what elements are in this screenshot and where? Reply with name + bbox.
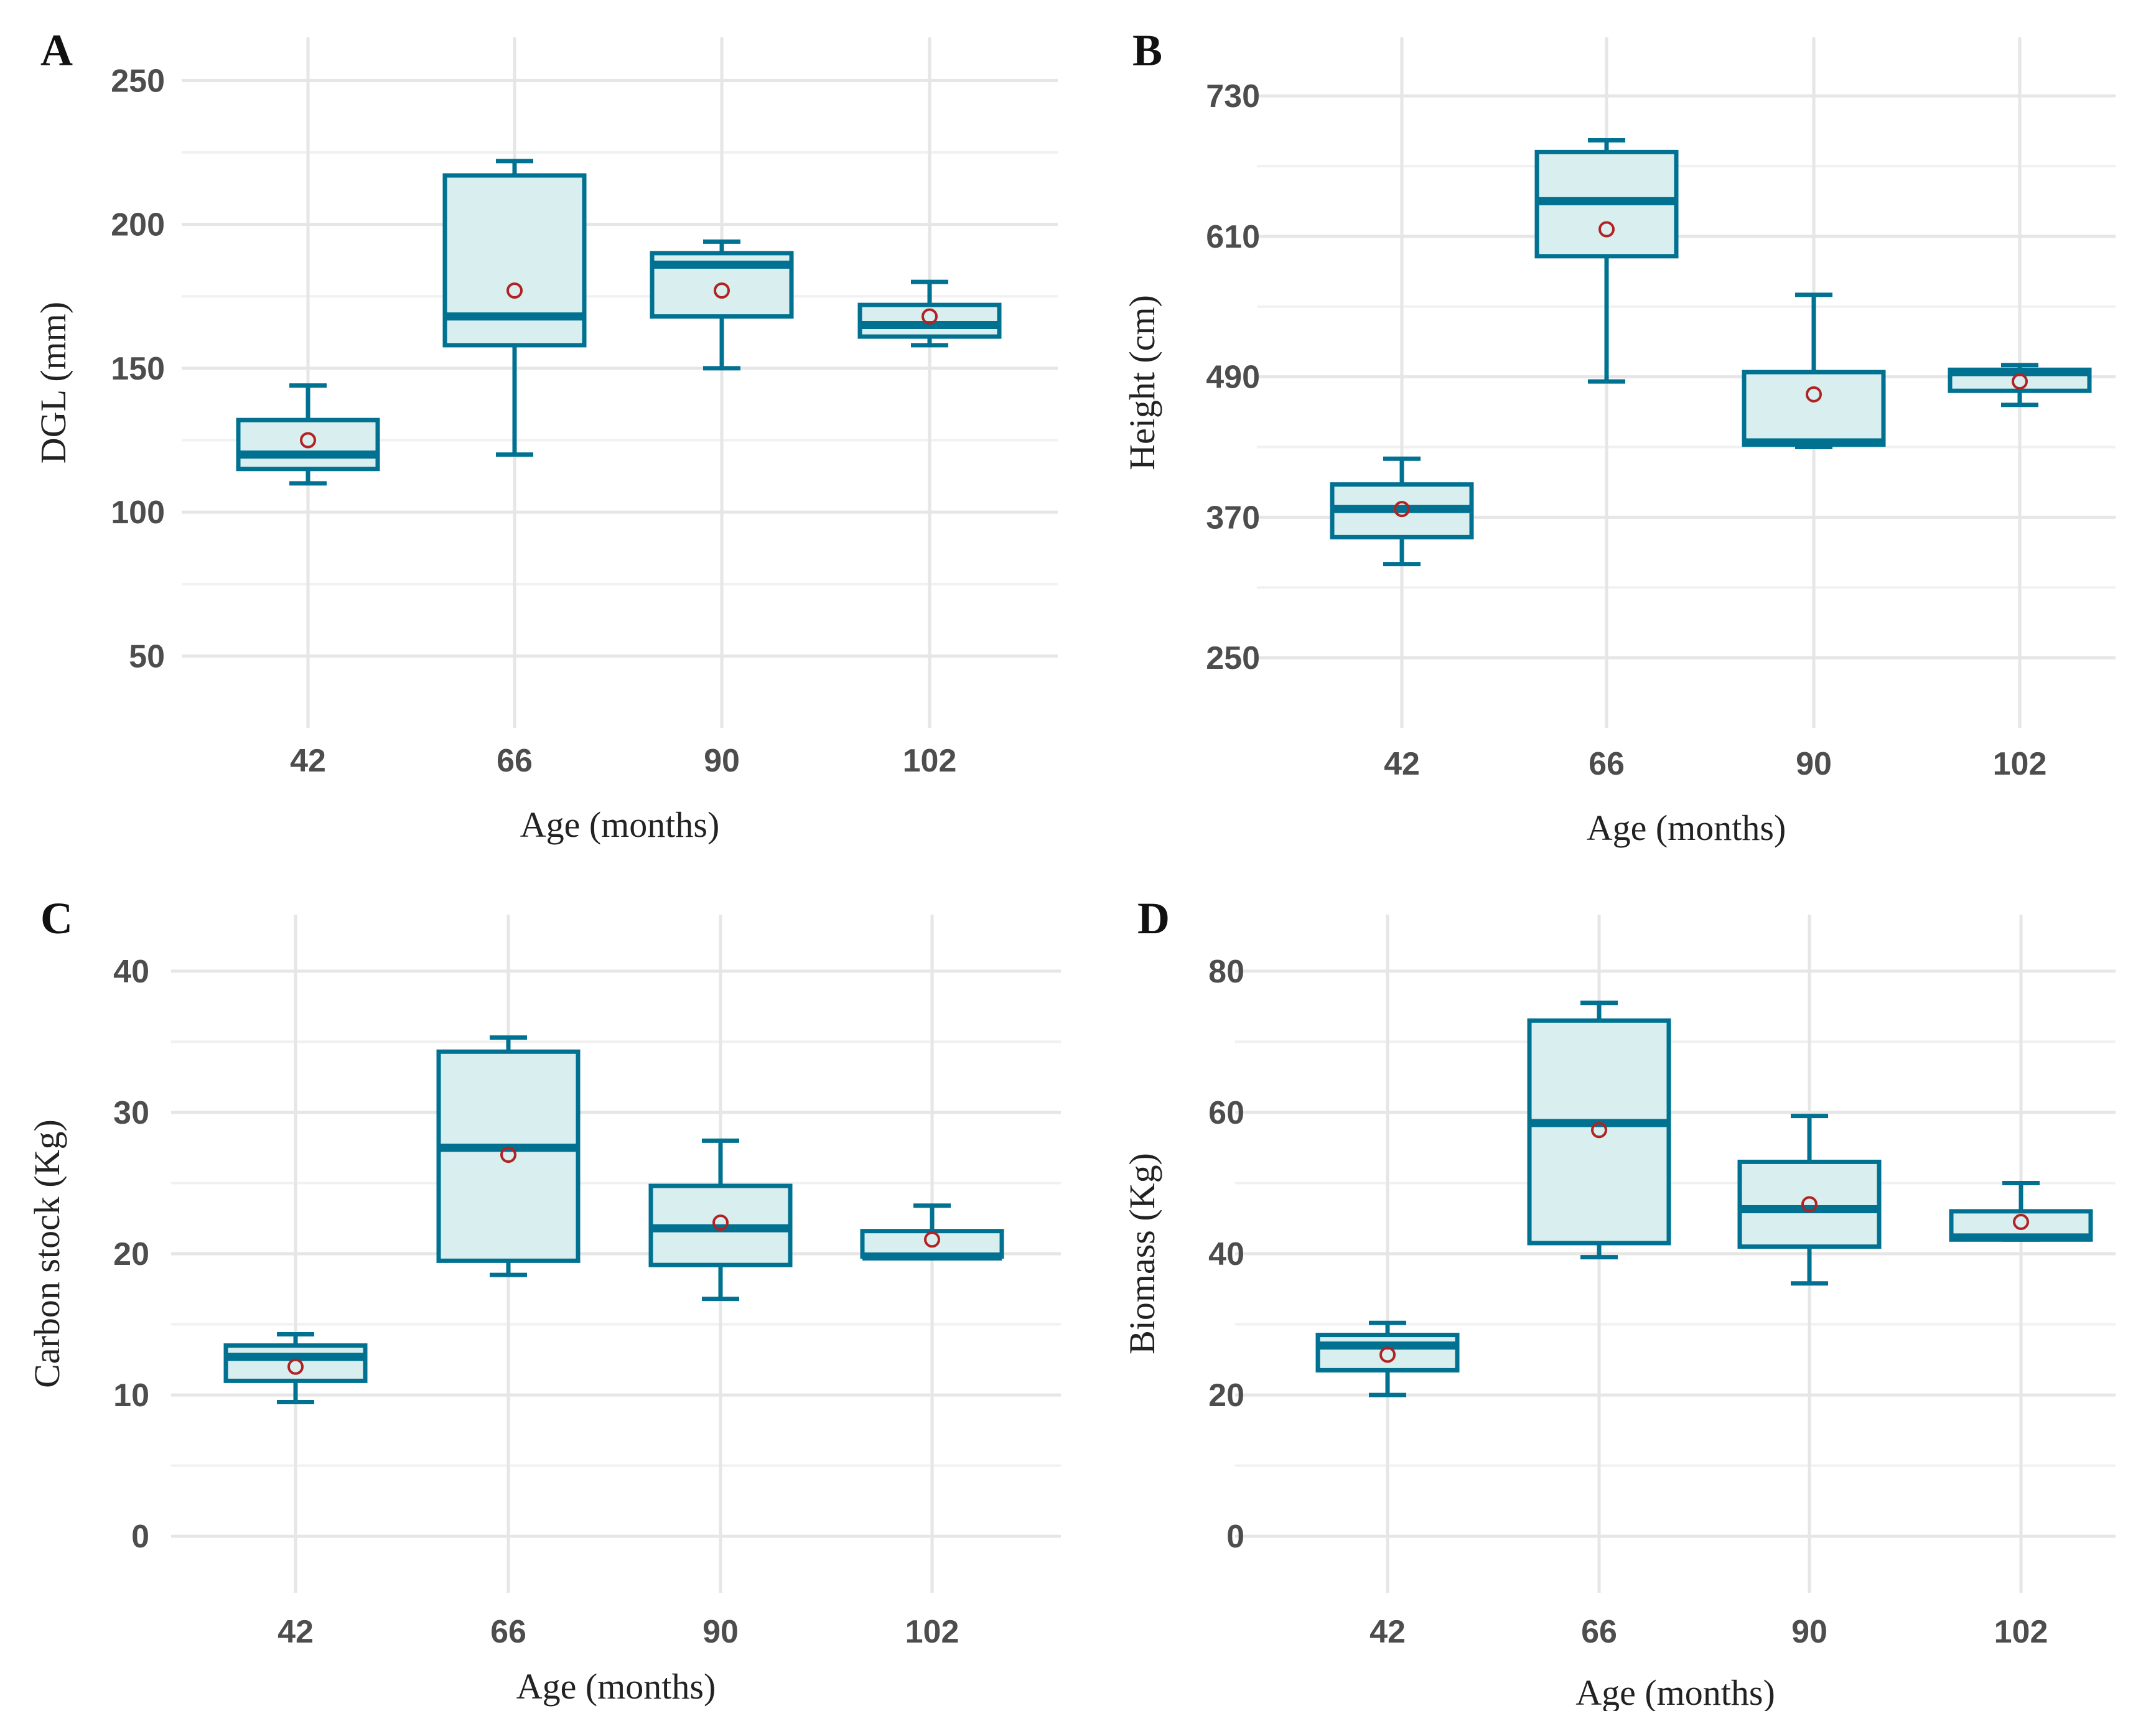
boxplot-90	[1737, 1114, 1882, 1286]
iqr-box	[1742, 370, 1886, 447]
x-axis-title: Age (months)	[1575, 1672, 1775, 1711]
boxplot-66	[436, 1035, 581, 1277]
mean-marker	[1806, 386, 1822, 403]
mean-marker	[712, 1214, 729, 1231]
boxplot-102	[1948, 363, 2092, 408]
y-tick-label: 250	[111, 63, 165, 99]
boxplot-42	[236, 383, 380, 486]
boxplot-42	[223, 1331, 368, 1404]
y-tick-label: 60	[1208, 1095, 1244, 1131]
mean-marker	[287, 1358, 304, 1375]
y-tick-label: 20	[113, 1236, 149, 1272]
panel-b: 250 370 490 610 730 42 66 90 102 Age (months) Heig…	[1122, 26, 2116, 848]
mean-marker	[1591, 1122, 1607, 1139]
mean-marker	[2012, 373, 2028, 390]
x-tick-label: 102	[1994, 1614, 2048, 1650]
x-tick-label: 42	[290, 743, 326, 779]
x-tick-label: 42	[1384, 746, 1420, 782]
y-tick-label: 490	[1206, 360, 1260, 396]
mean-marker	[2013, 1213, 2029, 1230]
y-tick-label: 370	[1206, 500, 1260, 536]
y-tick-label: 250	[1206, 640, 1260, 676]
x-tick-label: 90	[1791, 1614, 1827, 1650]
mean-marker	[924, 1231, 940, 1248]
x-tick-label: 42	[278, 1614, 314, 1650]
y-axis-title: Carbon stock (Kg)	[27, 1119, 67, 1388]
x-tick-label: 66	[497, 743, 533, 779]
y-tick-label: 610	[1206, 219, 1260, 255]
x-tick-label: 102	[1993, 746, 2047, 782]
boxplot-66	[1527, 1000, 1671, 1260]
panel-letter: D	[1137, 893, 1170, 943]
iqr-box	[1737, 1159, 1882, 1249]
panel-letter: C	[40, 893, 73, 943]
boxplot-102	[857, 279, 1002, 348]
x-tick-label: 102	[905, 1614, 959, 1650]
y-tick-label: 100	[111, 495, 165, 531]
boxplot-42	[1315, 1320, 1460, 1397]
y-tick-label: 40	[113, 954, 149, 990]
y-tick-label: 730	[1206, 78, 1260, 114]
boxplot-42	[1330, 456, 1474, 567]
boxplot-66	[442, 159, 587, 457]
y-tick-label: 0	[1226, 1519, 1244, 1555]
boxplot-66	[1534, 138, 1679, 384]
x-axis-title: Age (months)	[520, 804, 720, 845]
panel-letter: B	[1132, 26, 1162, 75]
iqr-box	[1527, 1018, 1671, 1246]
mean-marker	[1394, 501, 1410, 518]
x-axis-title: Age (months)	[1587, 808, 1786, 848]
y-tick-label: 20	[1208, 1378, 1244, 1414]
x-tick-label: 66	[490, 1614, 526, 1650]
mean-marker	[300, 432, 316, 449]
y-axis-title: Biomass (Kg)	[1122, 1153, 1162, 1354]
y-tick-label: 80	[1208, 954, 1244, 990]
boxplot-102	[860, 1203, 1004, 1261]
panel-a: 50 100 150 200 250 42 66 90 102 Age (months) DGL (…	[33, 26, 1058, 845]
x-tick-label: 66	[1581, 1614, 1617, 1650]
y-tick-label: 200	[111, 207, 165, 243]
mean-marker	[1801, 1196, 1818, 1213]
boxplot-90	[650, 239, 794, 371]
mean-marker	[506, 282, 523, 299]
y-tick-label: 40	[1208, 1236, 1244, 1272]
panel-d: 0 20 40 60 80 42 66 90 102 Age (months) Biomass (K…	[1122, 893, 2116, 1711]
x-tick-label: 90	[1796, 746, 1832, 782]
mean-marker	[922, 308, 938, 325]
iqr-box	[436, 1049, 581, 1263]
y-tick-label: 0	[131, 1519, 149, 1555]
mean-marker	[1598, 221, 1615, 238]
boxplot-90	[1742, 292, 1886, 449]
mean-marker	[500, 1147, 516, 1163]
y-tick-label: 50	[129, 638, 165, 674]
iqr-box	[236, 417, 380, 472]
iqr-box	[1315, 1333, 1460, 1373]
x-tick-label: 42	[1370, 1614, 1406, 1650]
x-tick-label: 90	[702, 1614, 739, 1650]
x-tick-label: 102	[903, 743, 957, 779]
y-axis-title: DGL (mm)	[33, 302, 73, 464]
y-tick-label: 30	[113, 1095, 149, 1131]
mean-marker	[714, 282, 730, 299]
y-axis-title: Height (cm)	[1122, 295, 1162, 470]
iqr-box	[223, 1343, 368, 1383]
y-tick-label: 10	[113, 1378, 149, 1414]
boxplot-90	[648, 1138, 793, 1302]
x-tick-label: 66	[1589, 746, 1625, 782]
boxplot-102	[1949, 1180, 2093, 1242]
panel-c: 0 10 20 30 40 42 66 90 102 Age (months) Carbon sto…	[27, 893, 1061, 1707]
mean-marker	[1379, 1346, 1396, 1363]
panel-letter: A	[40, 26, 73, 75]
x-tick-label: 90	[704, 743, 740, 779]
y-tick-label: 150	[111, 351, 165, 387]
x-axis-title: Age (months)	[516, 1666, 716, 1707]
